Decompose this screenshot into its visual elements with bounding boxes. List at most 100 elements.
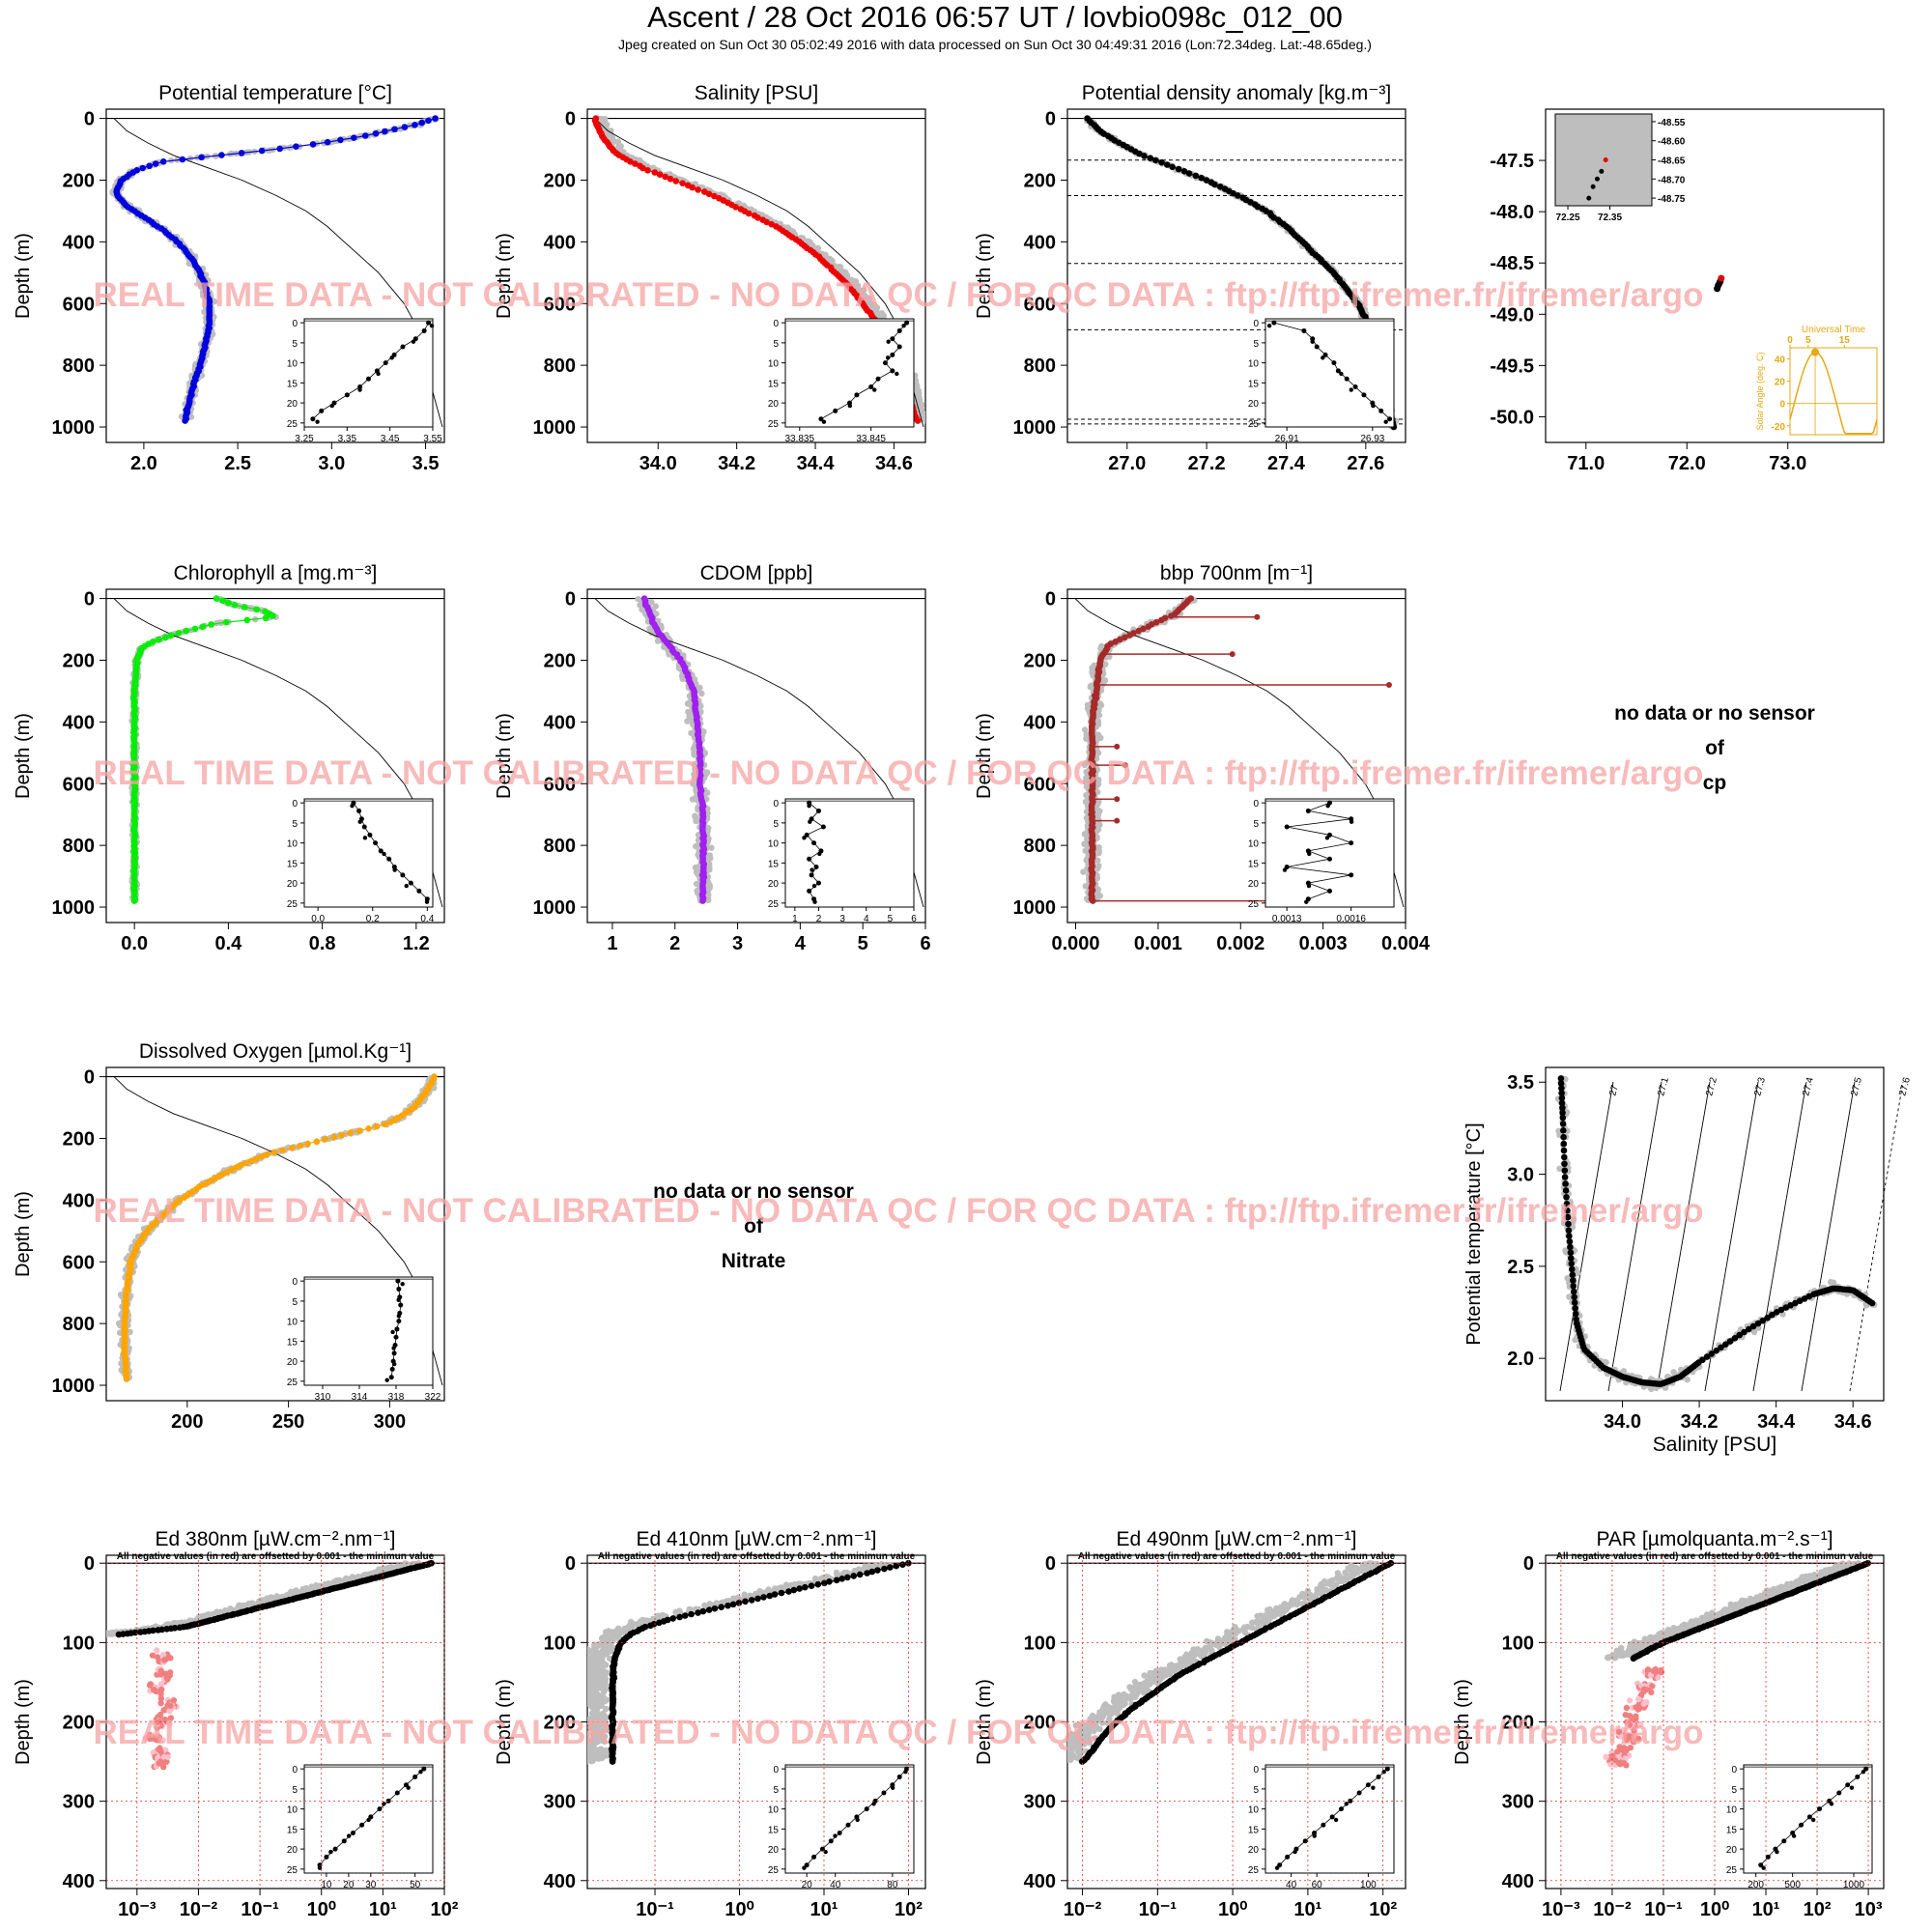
x-tick-label: 27.4 bbox=[1267, 453, 1306, 474]
inset-point bbox=[811, 883, 817, 889]
inset-x-tick-label: 5 bbox=[888, 914, 894, 924]
profile-point bbox=[705, 190, 713, 198]
profile-point bbox=[1163, 161, 1171, 168]
y-tick-label: 1000 bbox=[52, 417, 96, 439]
y-tick-label: 1000 bbox=[1013, 417, 1057, 439]
inset-point bbox=[378, 848, 384, 854]
inset-point bbox=[356, 808, 362, 813]
inset-y-tick-label: 10 bbox=[287, 359, 298, 370]
profile-point bbox=[1203, 177, 1210, 184]
profile-point bbox=[1135, 627, 1142, 635]
panel-title: Chlorophyll a [mg.m⁻³] bbox=[174, 562, 378, 584]
profile-point bbox=[241, 604, 248, 611]
plot-frame bbox=[1066, 108, 1406, 443]
profile-point bbox=[372, 129, 380, 137]
inset-point bbox=[1301, 327, 1307, 333]
inset-point bbox=[868, 384, 874, 390]
inset-point bbox=[1304, 899, 1309, 904]
y-tick-label: 1000 bbox=[1013, 897, 1057, 919]
inset-y-tick-label: 15 bbox=[1248, 379, 1260, 389]
history-point bbox=[187, 413, 195, 420]
inset-point bbox=[350, 803, 355, 809]
inset-point bbox=[812, 899, 817, 904]
profile-point bbox=[355, 1127, 363, 1134]
inset-x-tick-label: 0.0013 bbox=[1272, 914, 1302, 924]
inset-point bbox=[392, 867, 397, 872]
history-point bbox=[693, 880, 700, 888]
profile-point bbox=[699, 897, 706, 904]
profile-point bbox=[208, 621, 214, 628]
profile-point bbox=[656, 171, 664, 178]
y-tick-label: 200 bbox=[544, 650, 576, 671]
inset-point bbox=[376, 371, 381, 377]
spike-point bbox=[1385, 682, 1392, 689]
profile-point bbox=[191, 625, 199, 633]
plot-frame bbox=[586, 108, 926, 443]
profile-point bbox=[238, 150, 245, 156]
spike-point bbox=[1114, 796, 1121, 803]
history-point bbox=[684, 700, 692, 707]
history-point bbox=[1094, 777, 1101, 783]
inset-point bbox=[901, 323, 906, 328]
y-tick-label: 1000 bbox=[52, 1376, 96, 1397]
profile-point bbox=[1145, 623, 1152, 630]
y-axis-label: Depth (m) bbox=[974, 233, 995, 319]
y-tick-label: 800 bbox=[63, 355, 95, 377]
history-point bbox=[635, 595, 641, 603]
profile-point bbox=[391, 126, 398, 133]
inset-x-tick-label: 3.35 bbox=[338, 434, 357, 444]
history-point bbox=[1082, 726, 1089, 733]
plot-area-cdom bbox=[587, 595, 925, 908]
inset-point bbox=[1339, 371, 1344, 377]
history-point bbox=[1094, 811, 1102, 818]
inset-point bbox=[416, 888, 422, 894]
profile-point bbox=[667, 175, 674, 183]
x-tick-label: 0.4 bbox=[214, 933, 242, 954]
inset-x-tick-label: 26.91 bbox=[1275, 434, 1299, 444]
inset-point bbox=[882, 360, 888, 366]
profile-point bbox=[651, 169, 659, 176]
history-point bbox=[695, 866, 701, 872]
profile-point bbox=[689, 184, 696, 191]
y-tick-label: 0 bbox=[84, 109, 95, 130]
inset-point bbox=[821, 419, 827, 424]
history-point bbox=[913, 386, 920, 393]
history-point bbox=[704, 789, 711, 796]
history-point bbox=[690, 781, 696, 787]
x-tick-label: 34.2 bbox=[718, 453, 755, 474]
inset-point bbox=[1349, 387, 1353, 392]
inset-y-tick-label: 0 bbox=[1253, 319, 1259, 329]
x-tick-label: 0.0 bbox=[121, 933, 148, 954]
y-tick-label: 600 bbox=[544, 294, 576, 315]
inset-point bbox=[1383, 419, 1388, 424]
y-tick-label: 1000 bbox=[52, 897, 96, 919]
y-tick-label: 600 bbox=[1024, 294, 1056, 315]
inset-y-tick-label: 0 bbox=[773, 319, 779, 329]
x-tick-label: 1 bbox=[607, 933, 617, 954]
history-point bbox=[698, 690, 705, 697]
profile-point bbox=[914, 417, 922, 424]
profile-point bbox=[146, 162, 153, 170]
profile-point bbox=[162, 634, 169, 641]
profile-point bbox=[167, 632, 175, 639]
inset-point bbox=[1310, 339, 1315, 344]
y-tick-label: 800 bbox=[544, 355, 576, 377]
inset-point bbox=[362, 836, 368, 840]
inset-y-tick-label: 5 bbox=[292, 819, 298, 830]
y-tick-label: 400 bbox=[63, 1190, 95, 1211]
history-point bbox=[1080, 868, 1087, 875]
history-point bbox=[654, 638, 662, 644]
inset-point bbox=[1327, 888, 1332, 894]
inset-point bbox=[373, 840, 379, 846]
inset-frame bbox=[1264, 318, 1395, 428]
inset-point bbox=[885, 355, 891, 360]
history-point bbox=[827, 255, 834, 263]
inset-x-tick-label: 3.45 bbox=[381, 434, 400, 444]
history-point bbox=[860, 292, 867, 298]
history-point bbox=[1084, 797, 1091, 804]
inset-x-tick-label: 6 bbox=[911, 914, 917, 924]
inset-point bbox=[386, 856, 392, 862]
profile-point bbox=[382, 1121, 388, 1128]
inset-point bbox=[890, 352, 895, 357]
